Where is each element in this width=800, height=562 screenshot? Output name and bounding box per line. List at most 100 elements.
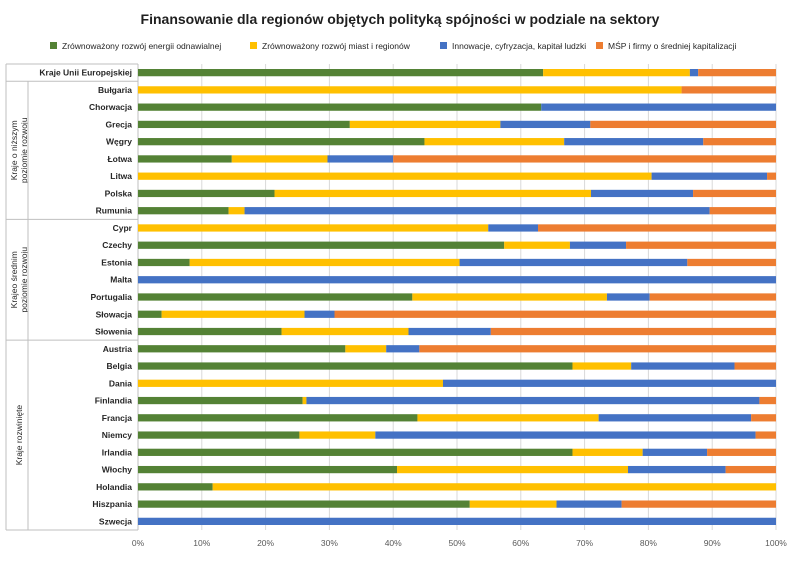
bar-segment-2 [606,293,650,301]
bar-segment-0 [138,345,346,353]
group-label: Krajeo średnimpoziomie rozwoju [9,247,29,313]
legend-label-1: Zrównoważony rozwój miast i regionów [262,41,411,51]
bar-segment-2 [442,379,776,387]
category-label: Hiszpania [92,499,132,509]
bar-segment-1 [138,379,443,387]
bar-segment-3 [490,327,776,336]
bar-segment-3 [334,310,776,318]
bar-segment-2 [304,310,335,318]
x-tick-label: 30% [321,538,338,548]
bar-segment-3 [703,138,776,146]
category-label: Niemcy [102,430,133,440]
legend-label-0: Zrównoważony rozwój energii odnawialnej [62,41,221,51]
bar-segment-3 [590,120,776,129]
bar-segment-0 [138,207,229,215]
group-label: Kraje o niższympoziomie rozwoju [9,117,29,183]
bar-segment-0 [138,293,413,301]
legend-swatch-0 [50,42,57,49]
bar-segment-3 [698,69,776,77]
x-tick-label: 0% [132,538,145,548]
bar-segment-2 [306,396,760,405]
bar-segment-2 [327,155,394,163]
bar-segment-0 [138,431,300,439]
category-label: Holandia [96,482,132,492]
bar-segment-0 [138,103,542,111]
legend-swatch-3 [596,42,603,49]
bar-segment-3 [621,500,776,508]
category-label: Słowenia [95,327,132,337]
category-label: Austria [103,344,133,354]
bar-segment-3 [759,396,776,405]
bar-segment-0 [138,189,275,198]
bar-segment-3 [707,448,776,456]
bar-segment-1 [228,207,245,215]
bar-segment-0 [138,327,282,336]
bar-segment-1 [274,189,591,198]
bar-segment-2 [564,138,704,146]
category-label: Dania [109,378,132,388]
bar-segment-0 [138,138,425,146]
bar-segment-3 [649,293,776,301]
bar-segment-2 [375,431,756,439]
category-label: Francja [102,413,133,423]
bar-segment-3 [734,362,776,370]
bar-segment-3 [626,241,776,249]
category-label: Grecja [106,119,133,129]
bar-segment-2 [488,224,539,232]
category-label: Słowacja [96,309,133,319]
bar-segment-1 [231,155,328,163]
category-label: Rumunia [96,206,133,216]
bar-segment-0 [138,241,505,249]
bar-segment-0 [138,310,162,318]
bar-segment-3 [751,414,776,422]
bar-segment-2 [651,172,768,180]
bar-segment-1 [543,69,690,77]
x-tick-label: 60% [512,538,529,548]
bar-segment-1 [349,120,501,129]
bar-segment-0 [138,258,190,267]
bar-segment-2 [500,120,591,129]
legend-swatch-2 [440,42,447,49]
group-label: Kraje rozwinięte [14,405,24,466]
x-tick-label: 100% [765,538,787,548]
bar-segment-1 [138,172,652,180]
bar-segment-1 [572,362,632,370]
x-tick-label: 90% [704,538,721,548]
bar-segment-2 [541,103,776,111]
bar-segment-3 [687,258,776,267]
bar-segment-1 [412,293,607,301]
bar-segment-3 [693,189,776,198]
category-label: Czechy [102,240,132,250]
legend-swatch-1 [250,42,257,49]
bar-segment-0 [138,155,232,163]
bar-segment-1 [302,396,307,405]
category-label: Litwa [110,171,132,181]
bar-segment-0 [138,448,573,456]
chart-title: Finansowanie dla regionów objętych polit… [141,11,660,27]
category-label: Belgia [106,361,132,371]
bar-segment-2 [598,414,752,422]
bar-segment-3 [709,207,776,215]
category-label: Węgry [106,137,132,147]
category-label: Chorwacja [89,102,132,112]
x-tick-label: 10% [193,538,210,548]
category-label: Irlandia [102,447,133,457]
category-label: Włochy [102,465,132,475]
bar-segment-2 [689,69,699,77]
bar-segment-1 [424,138,565,146]
bar-segment-1 [189,258,460,267]
bar-segment-1 [504,241,570,249]
bar-segment-2 [642,448,708,456]
bar-segment-3 [725,465,776,474]
x-tick-label: 80% [640,538,657,548]
category-label: Polska [105,188,133,198]
category-label: Estonia [101,257,132,267]
bar-segment-2 [569,241,627,249]
bar-segment-3 [767,172,776,180]
bar-segment-2 [627,465,726,474]
bar-segment-0 [138,396,303,405]
bar-segment-0 [138,414,418,422]
bar-segment-2 [386,345,420,353]
category-label: Szwecja [99,516,132,526]
